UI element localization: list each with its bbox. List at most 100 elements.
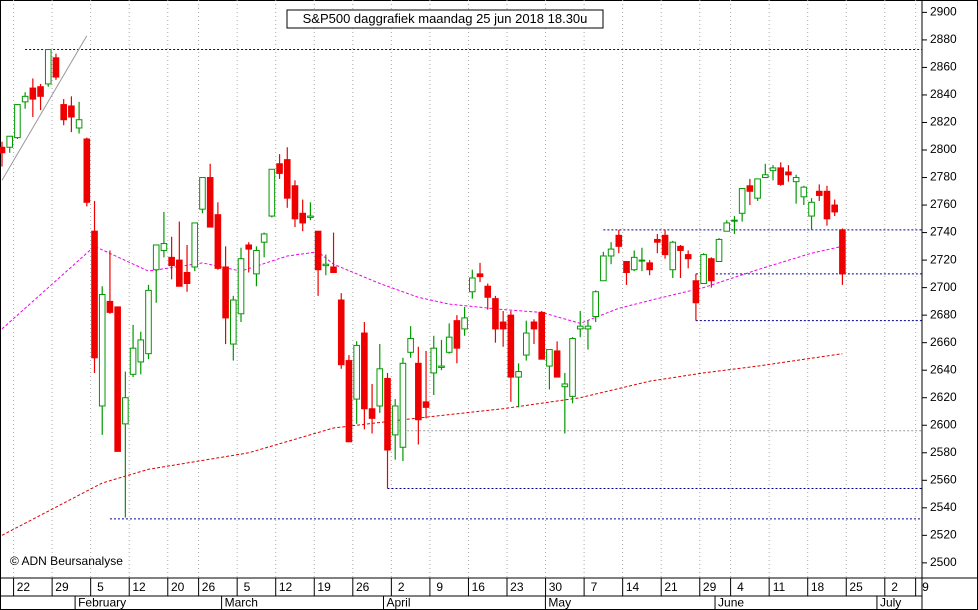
y-tick-label: 2720 [930, 252, 957, 266]
x-tick-label: 16 [472, 580, 486, 594]
y-tick-label: 2560 [930, 472, 957, 486]
line-series [1, 353, 843, 536]
month-label: July [880, 596, 901, 610]
y-tick-label: 2860 [930, 60, 957, 74]
x-tick-label: 12 [132, 580, 146, 594]
candle-body [800, 186, 808, 198]
candle-body [83, 138, 91, 203]
candle-body [430, 347, 438, 374]
candle-body [391, 405, 399, 436]
candle-body [738, 188, 746, 214]
month-label: April [387, 596, 411, 610]
candle-body [746, 185, 754, 192]
candle-body [499, 321, 507, 330]
x-tick-label: 2 [891, 580, 898, 594]
candle-body [684, 254, 692, 260]
month-label: May [548, 596, 571, 610]
x-tick-label: 7 [591, 580, 598, 594]
x-tick-label: 29 [55, 580, 69, 594]
x-tick-label: 21 [664, 580, 678, 594]
candle-body [754, 178, 761, 199]
candle-body [692, 280, 700, 304]
candle-body [422, 401, 430, 408]
candle-body [384, 377, 391, 451]
candle-body [576, 325, 584, 330]
y-tick-label: 2540 [930, 500, 957, 514]
candle-body [731, 219, 738, 222]
plot-area [0, 0, 922, 578]
candle-body [407, 338, 414, 353]
chart-title: S&P500 daggrafiek maandag 25 jun 2018 18… [303, 11, 588, 26]
line-series [1, 35, 88, 181]
x-tick-label: 18 [811, 580, 825, 594]
candle-body [68, 105, 75, 118]
candle-body [176, 259, 183, 287]
x-tick-label: 29 [703, 580, 717, 594]
candle-body [646, 262, 653, 271]
candle-body [561, 383, 569, 388]
candle-body [376, 368, 384, 407]
candle-body [661, 234, 669, 256]
candle-body [654, 238, 661, 243]
y-tick-label: 2760 [930, 197, 957, 211]
candle-body [808, 201, 815, 217]
candle-body [522, 332, 530, 356]
x-tick-label: 4 [737, 580, 744, 594]
x-tick-label: 22 [17, 580, 31, 594]
y-tick-label: 2620 [930, 390, 957, 404]
candle-body [314, 230, 322, 271]
x-tick-label: 26 [202, 580, 216, 594]
candle-body [553, 350, 561, 378]
candle-body [237, 258, 245, 315]
candle-body [29, 87, 37, 100]
x-tick-label: 19 [317, 580, 331, 594]
candle-body [761, 174, 769, 179]
candle-body [98, 294, 106, 407]
candle-body [623, 260, 630, 273]
candle-body [214, 214, 222, 269]
candle-body [206, 177, 214, 228]
x-tick-label: 2 [398, 580, 405, 594]
candle-body [37, 86, 44, 97]
candle-body [492, 298, 499, 330]
x-tick-label: 11 [773, 580, 786, 594]
candle-body [137, 339, 145, 363]
candle-body [291, 185, 299, 220]
candle-body [569, 338, 576, 397]
title-box [286, 9, 604, 29]
candle-body [538, 311, 546, 360]
candle-body [260, 233, 268, 243]
candle-body [723, 222, 731, 232]
y-tick-label: 2640 [930, 362, 957, 376]
x-tick-label: 26 [356, 580, 370, 594]
candle-body [453, 320, 461, 349]
candle-body [715, 238, 723, 262]
y-tick-label: 2740 [930, 225, 957, 239]
candle-body [515, 371, 522, 378]
x-tick-label: 14 [626, 580, 640, 594]
y-tick-label: 2700 [930, 280, 957, 294]
y-tick-label: 2500 [930, 555, 957, 569]
candle-body [630, 256, 638, 271]
x-tick-label: 5 [97, 580, 104, 594]
candle-body [399, 362, 407, 448]
x-tick-label: 5 [244, 580, 251, 594]
y-tick-label: 2580 [930, 445, 957, 459]
y-tick-label: 2880 [930, 32, 957, 46]
candle-body [461, 317, 468, 330]
candle-body [677, 245, 684, 251]
candle-body [106, 300, 114, 313]
candle-body [253, 249, 260, 275]
x-tick-label: 12 [279, 580, 293, 594]
candle-body [283, 159, 291, 199]
candle-body [52, 57, 60, 78]
candle-body [91, 230, 98, 359]
candle-body [14, 104, 21, 139]
candle-body [268, 168, 276, 217]
candle-body [114, 306, 121, 452]
candle-body [600, 255, 607, 282]
candle-body [199, 177, 206, 210]
candle-body [592, 291, 599, 318]
candle-body [60, 104, 67, 121]
